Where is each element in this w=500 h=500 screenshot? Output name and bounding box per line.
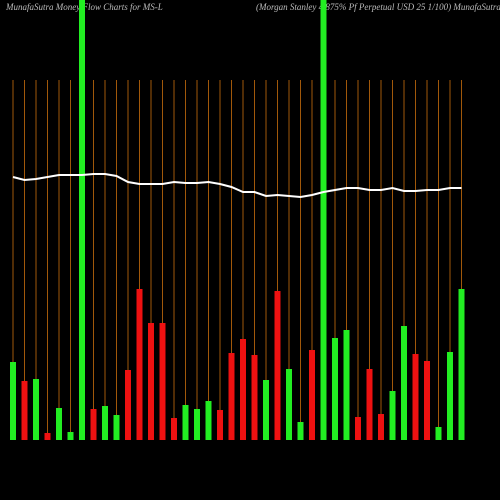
bar [113,415,120,440]
highlight-column [79,0,85,440]
bar [10,362,16,440]
bar [171,418,177,440]
line [12,173,462,199]
bar [286,369,292,440]
bar [67,432,74,440]
bar [240,339,246,440]
bar [401,326,407,440]
bar [447,352,453,440]
bar [378,414,384,440]
bar [159,323,166,440]
bar [389,391,396,440]
bar [148,323,154,440]
highlight-column [320,0,327,440]
bar [125,370,131,440]
bar [79,410,85,440]
bar [297,422,304,440]
bar [136,289,143,440]
bar [182,405,189,440]
bar [412,354,419,440]
bar [205,401,212,440]
bar [217,410,223,440]
bar [56,408,62,440]
bar [102,406,108,440]
bar [309,350,315,440]
bar [458,289,465,440]
bar [251,355,258,440]
bar [33,379,39,440]
bar [21,381,28,440]
bar [194,409,200,440]
bar [435,427,442,440]
bar [320,398,327,440]
bar [90,409,97,440]
bar [228,353,235,440]
bar [332,338,338,440]
bar [263,380,269,440]
bar [343,330,350,440]
bar [44,433,51,440]
bar [274,291,281,440]
bar [366,369,373,440]
bar [424,361,430,440]
bar [355,417,361,440]
chart-subtitle: (Morgan Stanley 4.875% Pf Perpetual USD … [256,2,500,12]
